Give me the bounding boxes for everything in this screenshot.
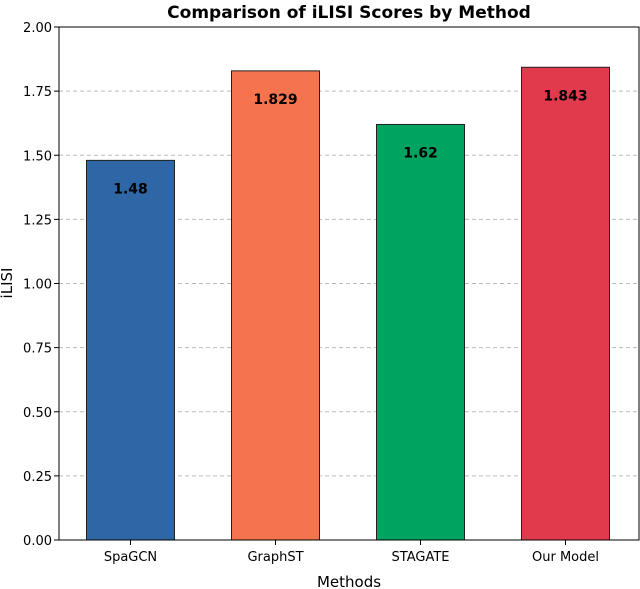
- y-tick-label: 0.75: [23, 342, 52, 357]
- y-tick-label: 2.00: [23, 21, 52, 36]
- bar-spagcn: [86, 159, 175, 541]
- y-axis-label: iLISI: [0, 268, 16, 299]
- axes: 0.00 0.25 0.50 0.75 1.00 1.25 1.50 1.75 2.00 SpaG…: [23, 21, 640, 565]
- bar-value-label: 1.62: [403, 145, 438, 161]
- y-tick-label: 0.25: [23, 470, 52, 485]
- plot-frame: [58, 26, 640, 541]
- chart-title: Comparison of iLISI Scores by Method: [167, 3, 531, 23]
- bars: 1.48 1.829 1.62 1.843: [86, 66, 610, 541]
- y-tick-label: 1.75: [23, 85, 52, 100]
- bar-our-model: [521, 66, 610, 541]
- bar-value-label: 1.829: [253, 92, 297, 108]
- x-tick-label: SpaGCN: [104, 550, 157, 565]
- y-tick-label: 1.00: [23, 278, 52, 293]
- x-tick-label: STAGATE: [392, 550, 450, 565]
- y-tick-label: 1.50: [23, 149, 52, 164]
- y-tick-label: 0.00: [23, 534, 52, 549]
- y-tick-label: 1.25: [23, 213, 52, 228]
- bar-graphst: [231, 70, 320, 541]
- x-axis-label: Methods: [317, 573, 381, 589]
- x-tick-label: Our Model: [532, 550, 599, 565]
- bar-value-label: 1.843: [543, 88, 587, 104]
- bar-stagate: [376, 123, 465, 541]
- y-tick-label: 0.50: [23, 406, 52, 421]
- x-tick-label: GraphST: [247, 550, 303, 565]
- bar-value-label: 1.48: [113, 181, 148, 197]
